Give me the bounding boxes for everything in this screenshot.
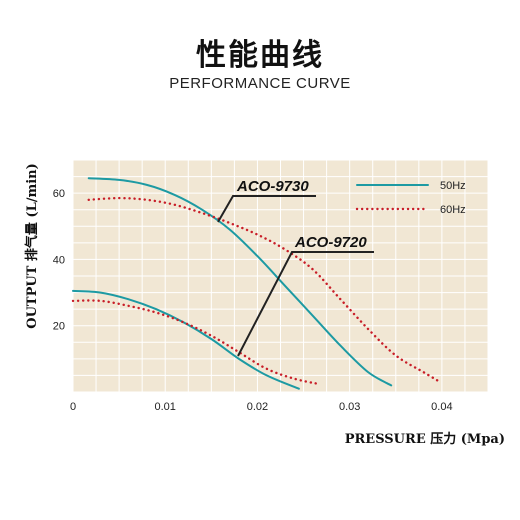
annotation-leader-1 — [237, 251, 374, 357]
y-tick-label: 20 — [53, 321, 65, 333]
series-line-aco-9730-60hz — [87, 196, 439, 382]
legend: 50Hz 60Hz — [355, 180, 466, 216]
model-label-aco-9730: ACO-9730 — [236, 178, 309, 195]
y-tick-label: 60 — [53, 188, 65, 200]
series-layer — [71, 177, 439, 390]
x-tick-label: 0.03 — [339, 401, 360, 413]
x-tick-label: 0 — [70, 401, 76, 413]
series-line-aco-9720-60hz — [71, 299, 319, 385]
legend-label-60hz: 60Hz — [440, 204, 466, 216]
y-axis-label: OUTPUT 排气量 (L/min) — [24, 163, 40, 329]
legend-label-50hz: 50Hz — [440, 180, 466, 192]
model-label-aco-9720: ACO-9720 — [294, 234, 367, 251]
chart-subtitle: PERFORMANCE CURVE — [169, 75, 351, 92]
annotation-leader-0 — [217, 195, 316, 223]
x-tick-label: 0.02 — [247, 401, 268, 413]
annotation-layer: ACO-9730 ACO-9720 — [217, 178, 374, 357]
x-tick-label: 0.01 — [155, 401, 176, 413]
x-axis-label: PRESSURE 压力 (Mpa) — [345, 431, 505, 447]
chart-title: 性能曲线 — [196, 38, 324, 73]
y-axis-ticks: 20 40 60 — [53, 188, 65, 333]
x-axis-ticks: 0 0.01 0.02 0.03 0.04 — [70, 401, 453, 413]
series-line-aco-9720-50hz — [72, 289, 300, 390]
y-tick-label: 40 — [53, 254, 65, 266]
series-line-aco-9730-50hz — [87, 177, 393, 387]
grid-lines — [72, 159, 489, 393]
x-tick-label: 0.04 — [431, 401, 452, 413]
